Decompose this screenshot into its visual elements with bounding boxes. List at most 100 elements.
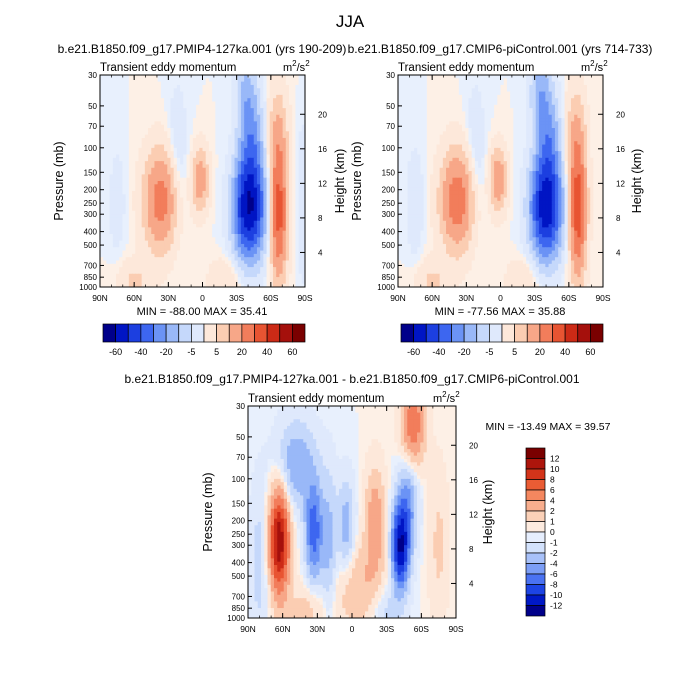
field-cell [471,98,476,103]
field-cell [208,104,213,109]
field-cell [148,253,152,258]
field-cell [478,75,482,79]
field-cell [157,260,162,265]
field-cell [542,101,546,106]
field-cell [234,137,239,142]
field-cell [590,108,594,113]
field-cell [212,181,216,185]
field-cell [240,217,245,222]
field-cell [577,81,582,86]
field-cell [176,197,181,202]
field-cell [272,177,277,182]
field-cell [148,161,152,166]
field-cell [276,224,280,228]
field-cell [276,267,280,272]
field-cell [487,108,492,113]
field-cell [298,283,303,287]
field-cell [112,220,117,225]
field-cell [247,190,252,195]
field-cell [433,88,438,93]
field-cell [487,81,492,86]
field-cell [247,220,252,225]
field-cell [228,250,232,255]
field-cell [244,220,248,225]
field-cell [180,263,184,268]
field-cell [288,177,293,182]
field-cell [189,124,194,129]
field-cell [112,253,117,258]
field-cell [173,177,178,182]
field-cell [205,270,210,275]
field-cell [240,243,245,248]
field-cell [164,144,168,149]
field-cell [272,283,277,287]
field-cell [558,78,562,83]
field-cell [106,200,111,205]
field-cell [141,177,146,182]
field-cell [285,194,290,199]
field-cell [202,164,207,169]
field-cell [285,84,290,89]
field-cell [282,200,287,205]
field-cell [269,121,274,126]
field-cell [250,204,255,209]
field-cell [554,111,559,116]
field-cell [141,234,146,238]
field-cell [231,91,236,96]
field-cell [212,141,216,146]
field-cell [128,234,133,238]
field-cell [183,147,188,152]
field-cell [103,137,107,142]
field-cell [212,147,216,152]
field-cell [295,250,300,255]
field-cell [183,78,188,83]
field-cell [292,154,296,159]
field-cell [423,111,428,116]
field-cell [132,78,136,83]
field-cell [186,217,191,222]
field-cell [170,104,175,109]
field-cell [196,91,200,96]
field-cell [109,164,114,169]
field-cell [430,81,434,86]
field-cell [112,247,117,252]
field-cell [154,217,159,222]
field-cell [148,144,152,149]
field-cell [167,75,172,79]
field-cell [192,267,197,272]
field-cell [100,234,104,238]
field-cell [490,91,495,96]
field-cell [180,75,184,79]
field-cell [138,243,143,248]
field-cell [160,204,165,209]
field-cell [449,108,454,113]
field-cell [148,147,152,152]
field-cell [564,75,569,79]
field-cell [231,164,236,169]
field-cell [279,118,284,122]
field-cell [442,84,447,89]
field-cell [510,94,514,99]
field-cell [548,111,553,116]
field-cell [250,164,255,169]
field-cell [449,104,454,109]
field-cell [548,98,553,103]
field-cell [122,171,127,175]
field-cell [266,111,271,116]
field-cell [109,207,114,212]
field-cell [577,104,582,109]
field-cell [173,144,178,149]
field-cell [218,227,223,232]
field-cell [154,164,159,169]
field-cell [231,84,236,89]
field-cell [176,237,181,242]
field-cell [218,247,223,252]
field-cell [542,88,546,93]
field-cell [301,227,305,232]
field-cell [269,257,274,262]
field-cell [215,84,220,89]
field-cell [596,104,601,109]
field-cell [221,220,226,225]
field-cell [208,121,213,126]
field-cell [173,94,178,99]
